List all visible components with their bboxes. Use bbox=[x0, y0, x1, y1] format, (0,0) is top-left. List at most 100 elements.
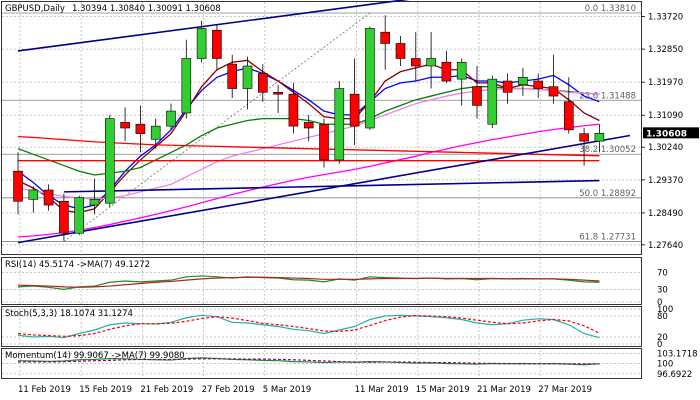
stoch-pane-frame bbox=[1, 306, 642, 347]
stoch-header: Stoch(5,3,3) 18.1074 31.1274 bbox=[5, 309, 133, 319]
candle-bullish bbox=[181, 58, 192, 114]
candle-bearish bbox=[120, 122, 130, 129]
date-tick-label: 21 Feb 2019 bbox=[140, 385, 193, 395]
candlesticks bbox=[13, 15, 605, 241]
trendlines bbox=[17, 0, 631, 244]
candle-bullish bbox=[150, 125, 161, 140]
fib-level-label: 61.8 1.27731 bbox=[579, 232, 636, 242]
indicator-series-line bbox=[17, 357, 600, 366]
rsi-pane-frame bbox=[1, 257, 642, 305]
candle-bearish bbox=[273, 92, 283, 95]
moving-average-line bbox=[17, 59, 600, 214]
price-tick-label: 1.32850 bbox=[648, 45, 683, 55]
date-tick-label: 11 Feb 2019 bbox=[18, 385, 71, 395]
candle-bearish bbox=[563, 101, 574, 131]
main-pane-frame bbox=[1, 1, 642, 255]
trendline bbox=[17, 134, 631, 244]
indicator-lines bbox=[17, 275, 600, 366]
date-tick-label: 27 Feb 2019 bbox=[202, 385, 255, 395]
date-tick-label: 27 Mar 2019 bbox=[538, 385, 592, 395]
fib-level-label: 38.2 1.30052 bbox=[579, 145, 636, 155]
current-price-tag bbox=[643, 127, 699, 139]
candle-bearish bbox=[288, 93, 299, 127]
candle-bearish bbox=[548, 86, 559, 97]
candle-bearish bbox=[472, 86, 482, 106]
indicator-series-line bbox=[17, 314, 600, 339]
candle-bullish bbox=[74, 197, 84, 234]
price-tick-label: 1.31090 bbox=[648, 111, 683, 121]
price-tick-label: 1.29370 bbox=[648, 176, 683, 186]
candle-bearish bbox=[441, 61, 452, 82]
candle-bearish bbox=[410, 58, 421, 67]
candle-bearish bbox=[533, 80, 544, 89]
date-axis: 11 Feb 2019 15 Feb 2019 21 Feb 2019 27 Feb … bbox=[18, 385, 592, 395]
candle-bullish bbox=[365, 28, 375, 129]
momentum-pane-frame bbox=[1, 348, 642, 379]
candle-bullish bbox=[426, 58, 436, 67]
candle-bullish bbox=[456, 61, 467, 80]
trendline bbox=[63, 179, 600, 193]
rsi-header: RSI(14) 45.5174 ->MA(7) 49.1272 bbox=[5, 260, 150, 270]
candle-bullish bbox=[487, 78, 498, 125]
candle-bearish bbox=[227, 63, 237, 89]
candle-bearish bbox=[13, 170, 23, 202]
grid-layer bbox=[2, 2, 641, 378]
date-tick-label: 15 Mar 2019 bbox=[416, 385, 470, 395]
indicator-tick-label: 100 bbox=[657, 305, 673, 315]
candle-bullish bbox=[334, 88, 345, 161]
candle-bullish bbox=[242, 65, 253, 89]
candle-bearish bbox=[502, 80, 513, 93]
candle-bearish bbox=[59, 200, 69, 234]
candle-bearish bbox=[135, 123, 146, 134]
current-price-value: 1.30608 bbox=[646, 129, 687, 139]
symbol-label: GBPUSD,Daily bbox=[5, 4, 65, 14]
indicator-series-line bbox=[17, 276, 600, 288]
candle-bearish bbox=[380, 31, 391, 44]
fib-level-label: 50.0 1.28892 bbox=[579, 189, 636, 199]
moving-average-line bbox=[17, 135, 600, 157]
indicator-tick-label: 20 bbox=[657, 333, 668, 343]
indicator-tick-label: 0 bbox=[657, 340, 662, 350]
candle-bearish bbox=[43, 189, 54, 206]
price-tick-label: 1.31970 bbox=[648, 78, 683, 88]
candle-bullish bbox=[518, 76, 528, 86]
candle-bearish bbox=[349, 93, 360, 127]
indicator-tick-label: 103.1718 bbox=[657, 350, 698, 360]
candle-bullish bbox=[166, 110, 176, 127]
candle-bullish bbox=[594, 132, 605, 142]
indicator-series-line bbox=[17, 315, 600, 337]
price-tick-label: 1.33720 bbox=[648, 12, 683, 22]
candle-bearish bbox=[303, 122, 314, 129]
candle-bullish bbox=[28, 189, 39, 200]
price-tick-label: 1.30240 bbox=[648, 143, 683, 153]
moving-average-line bbox=[17, 67, 600, 210]
indicator-tick-label: 0 bbox=[657, 298, 662, 308]
ohlc-label: 1.30394 1.30840 1.30091 1.30608 bbox=[72, 4, 221, 14]
price-tick-label: 1.28490 bbox=[648, 209, 683, 219]
date-tick-label: 5 Mar 2019 bbox=[263, 385, 311, 395]
price-axis: 1.33720 1.32850 1.31970 1.31090 1.30240 1.293… bbox=[641, 12, 698, 380]
fib-level-label: 0.0 1.33810 bbox=[585, 4, 636, 14]
candle-bullish bbox=[89, 199, 100, 206]
price-tick-label: 1.27640 bbox=[648, 241, 683, 251]
indicator-tick-label: 30 bbox=[657, 285, 668, 295]
indicator-tick-label: 100 bbox=[657, 360, 673, 370]
candle-bearish bbox=[319, 123, 329, 161]
candle-bullish bbox=[196, 28, 207, 59]
candle-bearish bbox=[257, 73, 268, 93]
indicator-tick-label: 70 bbox=[657, 269, 668, 279]
momentum-header: Momentum(14) 99.9067 ->MA(7) 99.9080 bbox=[5, 351, 185, 361]
indicator-series-line bbox=[18, 358, 600, 365]
candle-bearish bbox=[212, 30, 222, 59]
fib-level-label: 23.6 1.31488 bbox=[579, 91, 636, 101]
candle-bullish bbox=[105, 118, 115, 204]
indicator-tick-label: 96.6922 bbox=[657, 370, 692, 380]
date-tick-label: 21 Mar 2019 bbox=[477, 385, 531, 395]
date-tick-label: 11 Mar 2019 bbox=[355, 385, 409, 395]
date-tick-label: 15 Feb 2019 bbox=[79, 385, 132, 395]
indicator-tick-label: 80 bbox=[657, 312, 668, 322]
candle-bearish bbox=[395, 43, 406, 59]
moving-average-line bbox=[17, 123, 600, 238]
